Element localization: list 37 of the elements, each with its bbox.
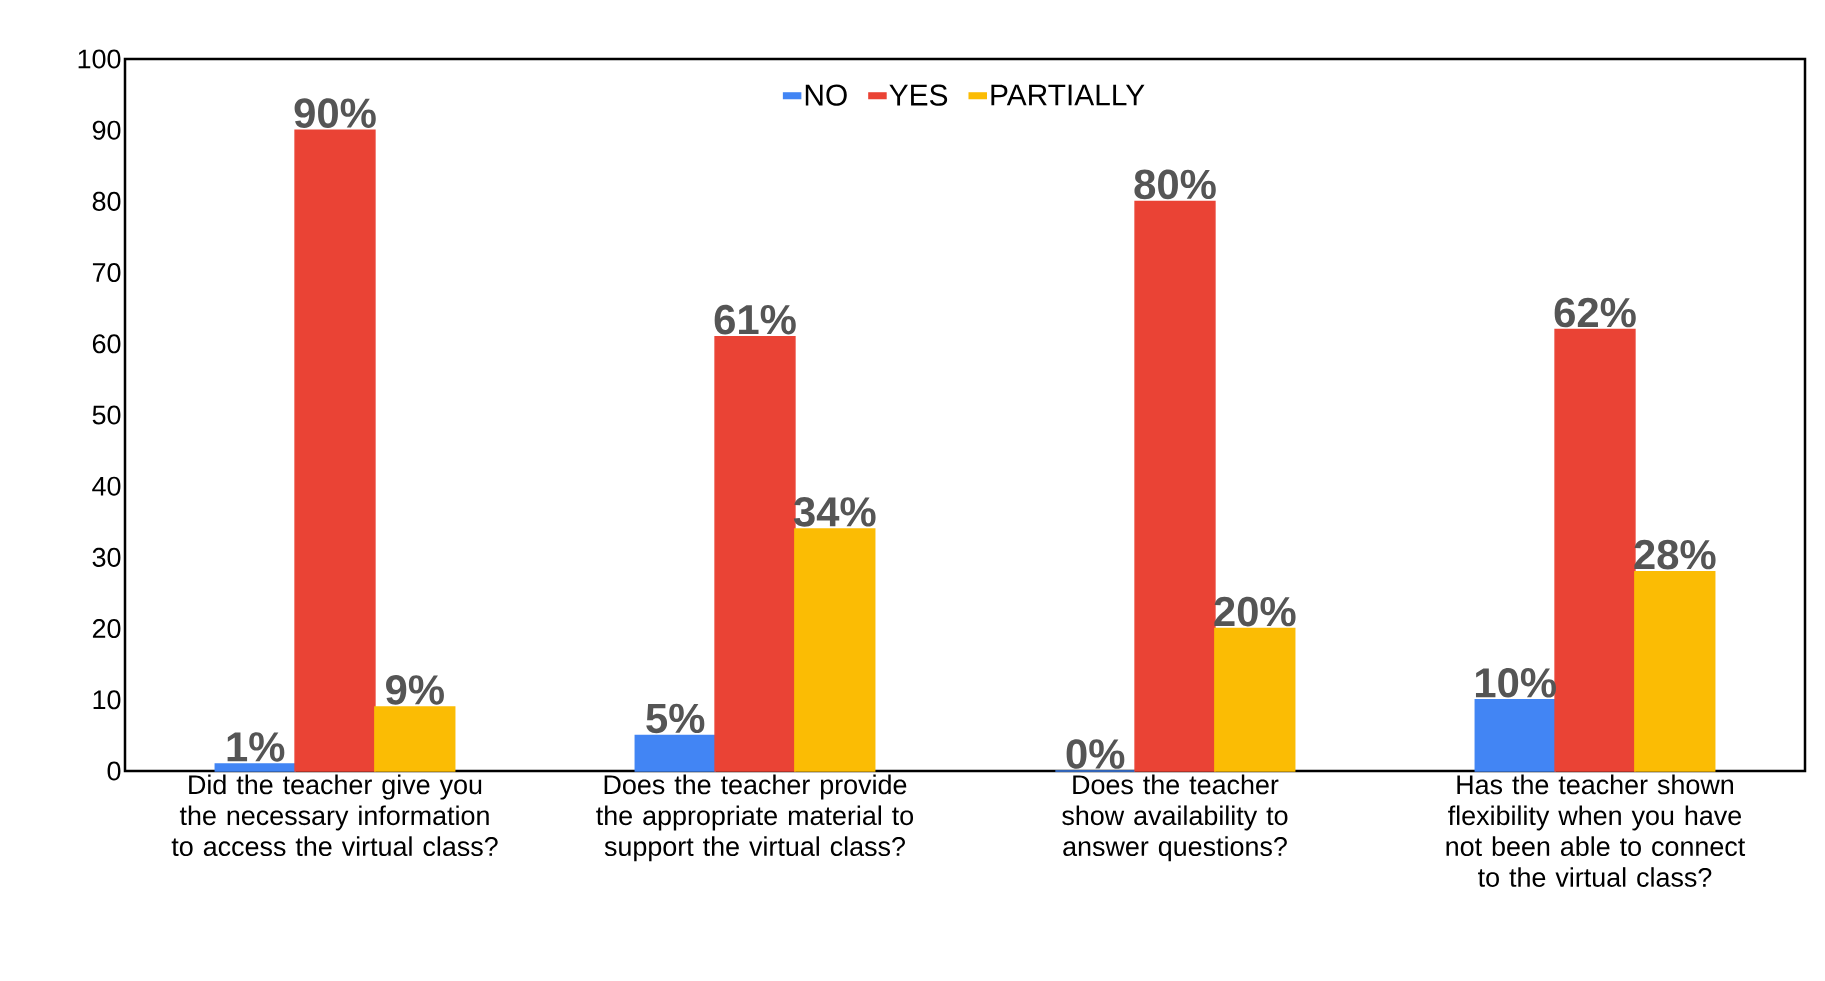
legend-label: YES xyxy=(889,84,948,106)
data-label: 9% xyxy=(386,675,444,705)
data-label: 1% xyxy=(227,732,285,762)
y-tick-label: 80 xyxy=(92,191,121,211)
y-tick-label: 40 xyxy=(92,476,121,496)
bar xyxy=(714,335,796,772)
bar xyxy=(1634,570,1716,772)
bar xyxy=(294,129,376,772)
x-tick-label: Does the teacher provide the appropriate material to support the virtual class? xyxy=(596,774,914,862)
bar xyxy=(1134,200,1216,772)
bar xyxy=(1474,699,1556,772)
data-label: 90% xyxy=(294,98,376,128)
data-label: 61% xyxy=(714,304,796,335)
y-tick-label: 0 xyxy=(107,761,121,781)
y-tick-label: 30 xyxy=(92,547,121,567)
bar xyxy=(634,734,716,772)
x-tick-label: Has the teacher shown flexibility when you have not been able to connect to the virtual class? xyxy=(1446,774,1746,887)
bar xyxy=(1214,627,1296,772)
bar xyxy=(1554,328,1636,772)
x-tick-label: Did the teacher give you the necessary information to access the virtual class? xyxy=(171,774,498,857)
bar xyxy=(374,706,456,772)
y-tick-label: 70 xyxy=(92,263,121,283)
data-label: 0% xyxy=(1066,739,1125,769)
bar xyxy=(794,528,876,772)
data-label: 80% xyxy=(1134,169,1216,200)
legend-label: PARTIALLY xyxy=(991,84,1145,106)
bar xyxy=(214,763,296,772)
data-label: 5% xyxy=(646,703,705,734)
legend-label: NO xyxy=(805,84,847,106)
y-tick-label: 60 xyxy=(92,334,121,354)
y-tick-label: 20 xyxy=(92,619,121,639)
x-tick-label: Does the teacher show availability to answer questions? xyxy=(1062,774,1288,862)
y-tick-label: 50 xyxy=(92,405,121,425)
y-tick-label: 90 xyxy=(92,120,121,140)
data-label: 62% xyxy=(1554,297,1636,328)
y-tick-label: 100 xyxy=(78,49,121,69)
y-tick-label: 10 xyxy=(93,690,121,710)
